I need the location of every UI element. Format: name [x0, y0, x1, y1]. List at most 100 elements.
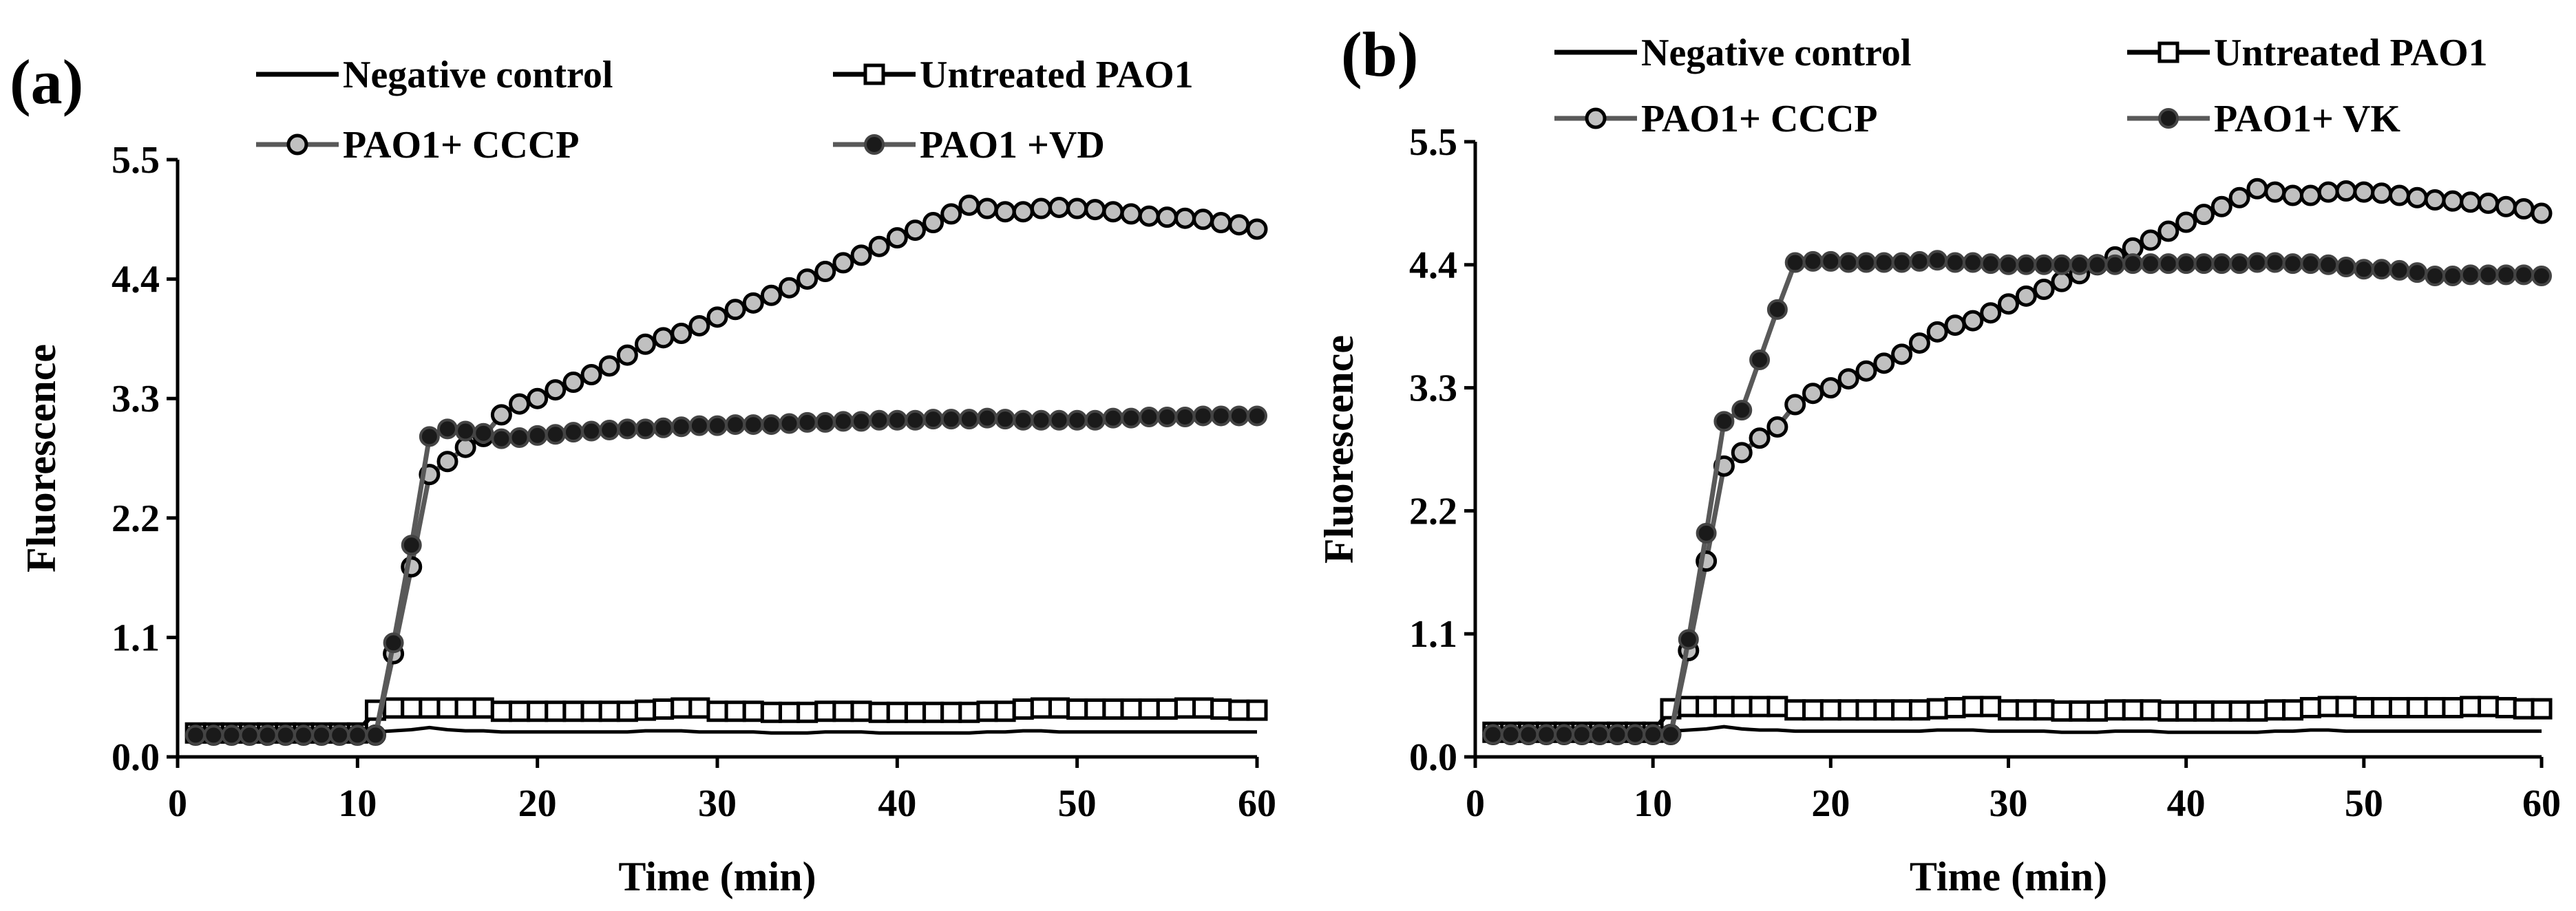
data-point: [1066, 197, 1088, 219]
data-point: [2406, 186, 2428, 208]
series-pao1-vk: [1482, 250, 2552, 745]
x-tick-label: 10: [1634, 782, 1672, 825]
data-point: [1855, 699, 1877, 721]
data-point: [2353, 696, 2375, 718]
data-point: [1819, 377, 1841, 399]
data-point: [545, 379, 567, 401]
data-point: [509, 427, 530, 449]
x-tick-label: 30: [1989, 782, 2028, 825]
data-point: [2175, 211, 2197, 233]
data-point: [1998, 699, 2019, 721]
data-point: [671, 697, 693, 719]
data-point: [1157, 407, 1178, 428]
data-point: [1031, 409, 1052, 431]
data-point: [851, 411, 872, 432]
data-point: [1962, 696, 1984, 718]
data-point: [2513, 198, 2535, 220]
legend-label: PAO1+ VK: [2214, 98, 2400, 140]
data-point: [203, 725, 224, 746]
legend: Negative control Untreated PAO1 PAO1+ CCCP…: [1554, 32, 2488, 140]
data-point: [2335, 180, 2357, 202]
data-point: [1891, 343, 1913, 365]
panel-label: (a): [10, 47, 83, 117]
data-point: [1192, 208, 1214, 231]
data-point: [2033, 699, 2055, 721]
y-tick-label: 0.0: [1409, 736, 1457, 779]
data-point: [634, 699, 656, 721]
series-line: [1492, 257, 2542, 737]
data-point: [2015, 699, 2037, 721]
x-tick-label: 20: [518, 782, 557, 825]
data-point: [2282, 184, 2304, 206]
data-point: [1156, 698, 1178, 720]
data-point: [2264, 252, 2285, 273]
legend-swatch-marker: [1585, 107, 1607, 129]
data-point: [581, 420, 602, 442]
data-point: [1228, 214, 1250, 236]
data-point: [671, 323, 693, 345]
data-point: [1084, 199, 1106, 221]
data-point: [2228, 186, 2250, 208]
data-point: [1228, 699, 1250, 721]
data-point: [2051, 254, 2072, 275]
data-point: [2299, 184, 2321, 206]
data-point: [1138, 698, 1160, 720]
data-point: [1678, 696, 1700, 718]
data-point: [1210, 405, 1232, 427]
data-point: [2140, 699, 2162, 721]
data-point: [1802, 699, 1824, 721]
data-point: [1980, 253, 2001, 275]
data-point: [922, 409, 944, 430]
data-point: [1837, 699, 1859, 721]
y-axis-title: Fluorescence: [19, 344, 64, 572]
data-point: [1731, 400, 1753, 421]
data-point: [1962, 310, 1984, 332]
data-point: [958, 409, 980, 430]
data-point: [2157, 253, 2179, 275]
axes: 0.0 1.1 2.2 3.3 4.4 5.5 0 10 20 30 40 50 60: [112, 139, 1276, 825]
data-point: [653, 698, 675, 720]
y-axis-title: Fluorescence: [1316, 335, 1362, 564]
data-point: [1012, 698, 1034, 720]
data-point: [2264, 699, 2286, 721]
data-point: [1210, 698, 1232, 720]
data-point: [599, 419, 620, 440]
data-point: [580, 363, 602, 385]
legend-label: PAO1+ CCCP: [1641, 98, 1878, 140]
data-point: [725, 414, 746, 436]
data-point: [1589, 724, 1610, 745]
data-point: [509, 700, 531, 722]
series-line: [196, 202, 1258, 738]
data-point: [940, 409, 962, 430]
data-point: [1048, 196, 1070, 218]
data-point: [527, 387, 549, 409]
legend-item: PAO1+ CCCP: [256, 124, 580, 167]
data-point: [1980, 302, 2002, 324]
data-point: [509, 393, 531, 415]
data-point: [796, 701, 819, 723]
data-point: [2460, 696, 2482, 718]
data-point: [1962, 252, 1983, 273]
data-point: [2317, 181, 2339, 203]
data-point: [401, 535, 422, 556]
data-point: [1891, 252, 1912, 273]
data-point: [2264, 181, 2286, 203]
data-point: [994, 201, 1016, 223]
data-point: [2425, 266, 2446, 287]
y-tick-label: 4.4: [112, 259, 160, 301]
data-point: [2087, 700, 2109, 722]
legend-item: Untreated PAO1: [2127, 32, 2488, 74]
data-point: [1012, 201, 1034, 223]
data-point: [1121, 407, 1142, 429]
data-point: [1998, 254, 2019, 275]
data-point: [490, 700, 512, 722]
x-tick-label: 40: [878, 782, 916, 825]
data-point: [634, 333, 656, 355]
data-point: [940, 701, 962, 723]
data-point: [562, 372, 584, 394]
data-point: [419, 426, 440, 447]
data-point: [671, 416, 692, 438]
data-point: [2335, 696, 2357, 718]
data-point: [1749, 696, 1771, 718]
data-point: [832, 411, 854, 432]
